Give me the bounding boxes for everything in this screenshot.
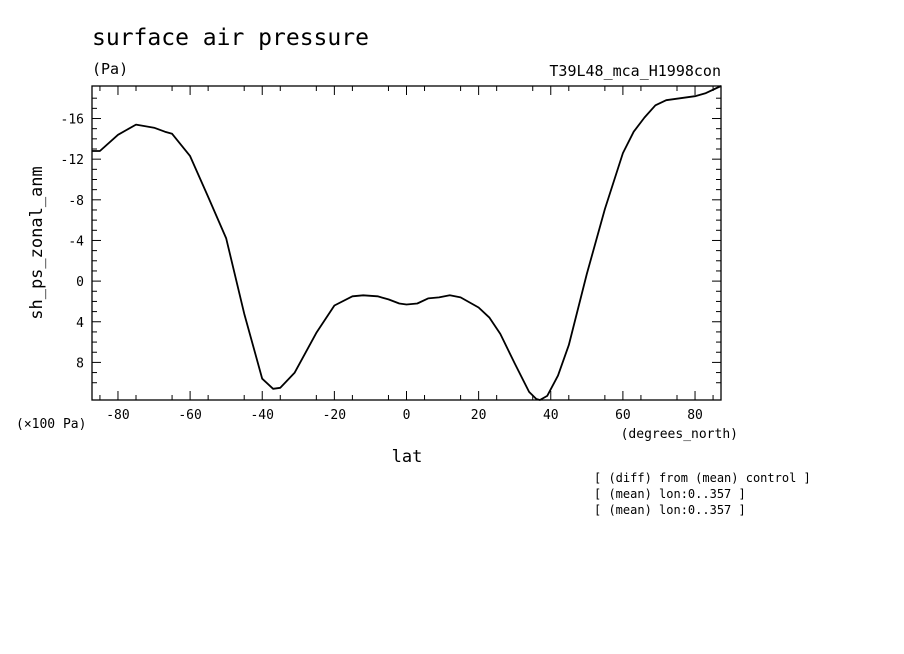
x-tick-label: 80 — [687, 408, 703, 423]
plot-frame — [91, 85, 722, 401]
x-axis-ticks: -80 -60 -40 -20 0 20 40 60 80 — [99, 86, 714, 423]
y-axis-label: sh_ps_zonal_anm — [27, 166, 47, 320]
y-tick-label: -4 — [68, 234, 84, 249]
note-line: [ (diff) from (mean) control ] — [594, 471, 811, 485]
y-tick-label: 8 — [76, 356, 84, 371]
x-axis-label: lat — [392, 447, 423, 467]
series-lines — [92, 85, 722, 401]
x-tick-label: -60 — [178, 408, 201, 423]
x-tick-label: 40 — [543, 408, 559, 423]
x-unit-label: (degrees_north) — [621, 427, 738, 442]
x-tick-label: -40 — [250, 408, 273, 423]
series-line — [92, 85, 722, 401]
y-scale-label: (×100 Pa) — [16, 417, 86, 432]
note-line: [ (mean) lon:0..357 ] — [594, 487, 746, 501]
y-tick-label: 4 — [76, 316, 84, 331]
y-tick-label: -8 — [68, 194, 84, 209]
x-tick-label: 20 — [471, 408, 487, 423]
chart-title: surface air pressure — [92, 25, 369, 51]
note-line: [ (mean) lon:0..357 ] — [594, 503, 746, 517]
x-tick-label: -80 — [106, 408, 129, 423]
y-tick-label: 0 — [76, 275, 84, 290]
x-tick-label: -20 — [323, 408, 346, 423]
unit-label: (Pa) — [92, 60, 128, 78]
x-tick-label: 60 — [615, 408, 631, 423]
y-tick-label: -16 — [61, 113, 84, 128]
experiment-label: T39L48_mca_H1998con — [549, 62, 721, 80]
y-tick-label: -12 — [61, 153, 84, 168]
y-axis-ticks: -16 -12 -8 -4 0 4 8 — [61, 97, 721, 384]
x-tick-label: 0 — [403, 408, 411, 423]
